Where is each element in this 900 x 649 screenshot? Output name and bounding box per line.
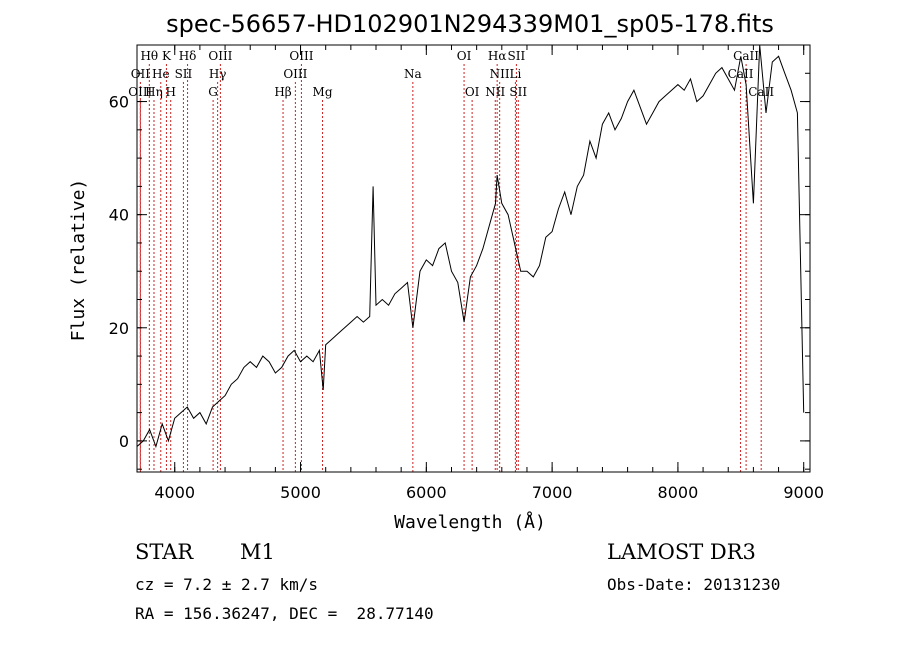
line-marker-label-9: OIII	[208, 49, 232, 63]
line-marker-label-13: OIII	[283, 67, 307, 81]
line-marker-label-11: G	[208, 85, 218, 99]
y-tick-label-1: 20	[109, 319, 129, 338]
y-tick-label-2: 40	[109, 206, 129, 225]
survey-name: LAMOST DR3	[607, 540, 756, 564]
line-marker-label-4: He	[152, 67, 170, 81]
line-marker-label-22: Li	[509, 67, 521, 81]
line-marker-label-27: CaII	[748, 85, 774, 99]
chart-title: spec-56657-HD102901N294339M01_sp05-178.f…	[166, 10, 774, 38]
x-tick-label-2: 6000	[406, 483, 447, 502]
line-marker-label-3: K	[162, 49, 172, 63]
line-marker-label-0: Hθ	[140, 49, 158, 63]
line-marker-label-24: SII	[509, 85, 527, 99]
plot-frame	[136, 44, 811, 473]
line-marker-label-6: H	[165, 85, 175, 99]
x-tick-label-1: 5000	[280, 483, 321, 502]
line-marker-label-20: SII	[508, 49, 526, 63]
x-tick-label-4: 8000	[658, 483, 699, 502]
line-marker-label-14: Hβ	[274, 85, 291, 99]
line-marker-label-18: OI	[465, 85, 480, 99]
x-tick-label-3: 7000	[532, 483, 573, 502]
line-marker-label-12: OIII	[289, 49, 313, 63]
object-subclass: M1	[240, 540, 275, 564]
line-marker-label-2: OIII	[128, 85, 152, 99]
line-marker-label-19: Hα	[488, 49, 507, 63]
line-marker-label-25: CaII	[733, 49, 759, 63]
line-marker-label-21: NII	[490, 67, 510, 81]
flux-series-line	[136, 44, 805, 449]
line-marker-label-15: Mg	[313, 85, 333, 99]
line-marker-label-1: OII	[131, 67, 151, 81]
line-marker-label-7: Hδ	[179, 49, 197, 63]
line-marker-label-8: SII	[175, 67, 193, 81]
x-tick-label-5: 9000	[783, 483, 824, 502]
line-marker-label-26: CaII	[728, 67, 754, 81]
line-marker-label-16: Na	[404, 67, 422, 81]
y-tick-label-0: 0	[119, 432, 129, 451]
y-tick-label-3: 60	[109, 93, 129, 112]
line-marker-label-23: NII	[485, 85, 505, 99]
line-marker-label-5: Hη	[145, 85, 163, 99]
object-type: STAR	[135, 540, 194, 564]
coordinates: RA = 156.36247, DEC = 28.77140	[135, 604, 434, 623]
line-marker-label-10: Hγ	[209, 67, 227, 81]
redshift-velocity: cz = 7.2 ± 2.7 km/s	[135, 575, 319, 594]
x-tick-label-0: 4000	[154, 483, 195, 502]
line-marker-label-17: OI	[457, 49, 472, 63]
axis-ticks: 4000 5000 6000 7000 8000 9000 0 20 40 60	[109, 44, 824, 502]
observation-date: Obs-Date: 20131230	[607, 575, 781, 594]
x-axis-label: Wavelength (Å)	[394, 511, 546, 533]
line-markers: Hθ OII OIII K He Hη H Hδ SII OIII Hγ G OIII OIII Hβ Mg N…	[128, 49, 774, 472]
y-axis-label: Flux (relative)	[68, 179, 89, 342]
